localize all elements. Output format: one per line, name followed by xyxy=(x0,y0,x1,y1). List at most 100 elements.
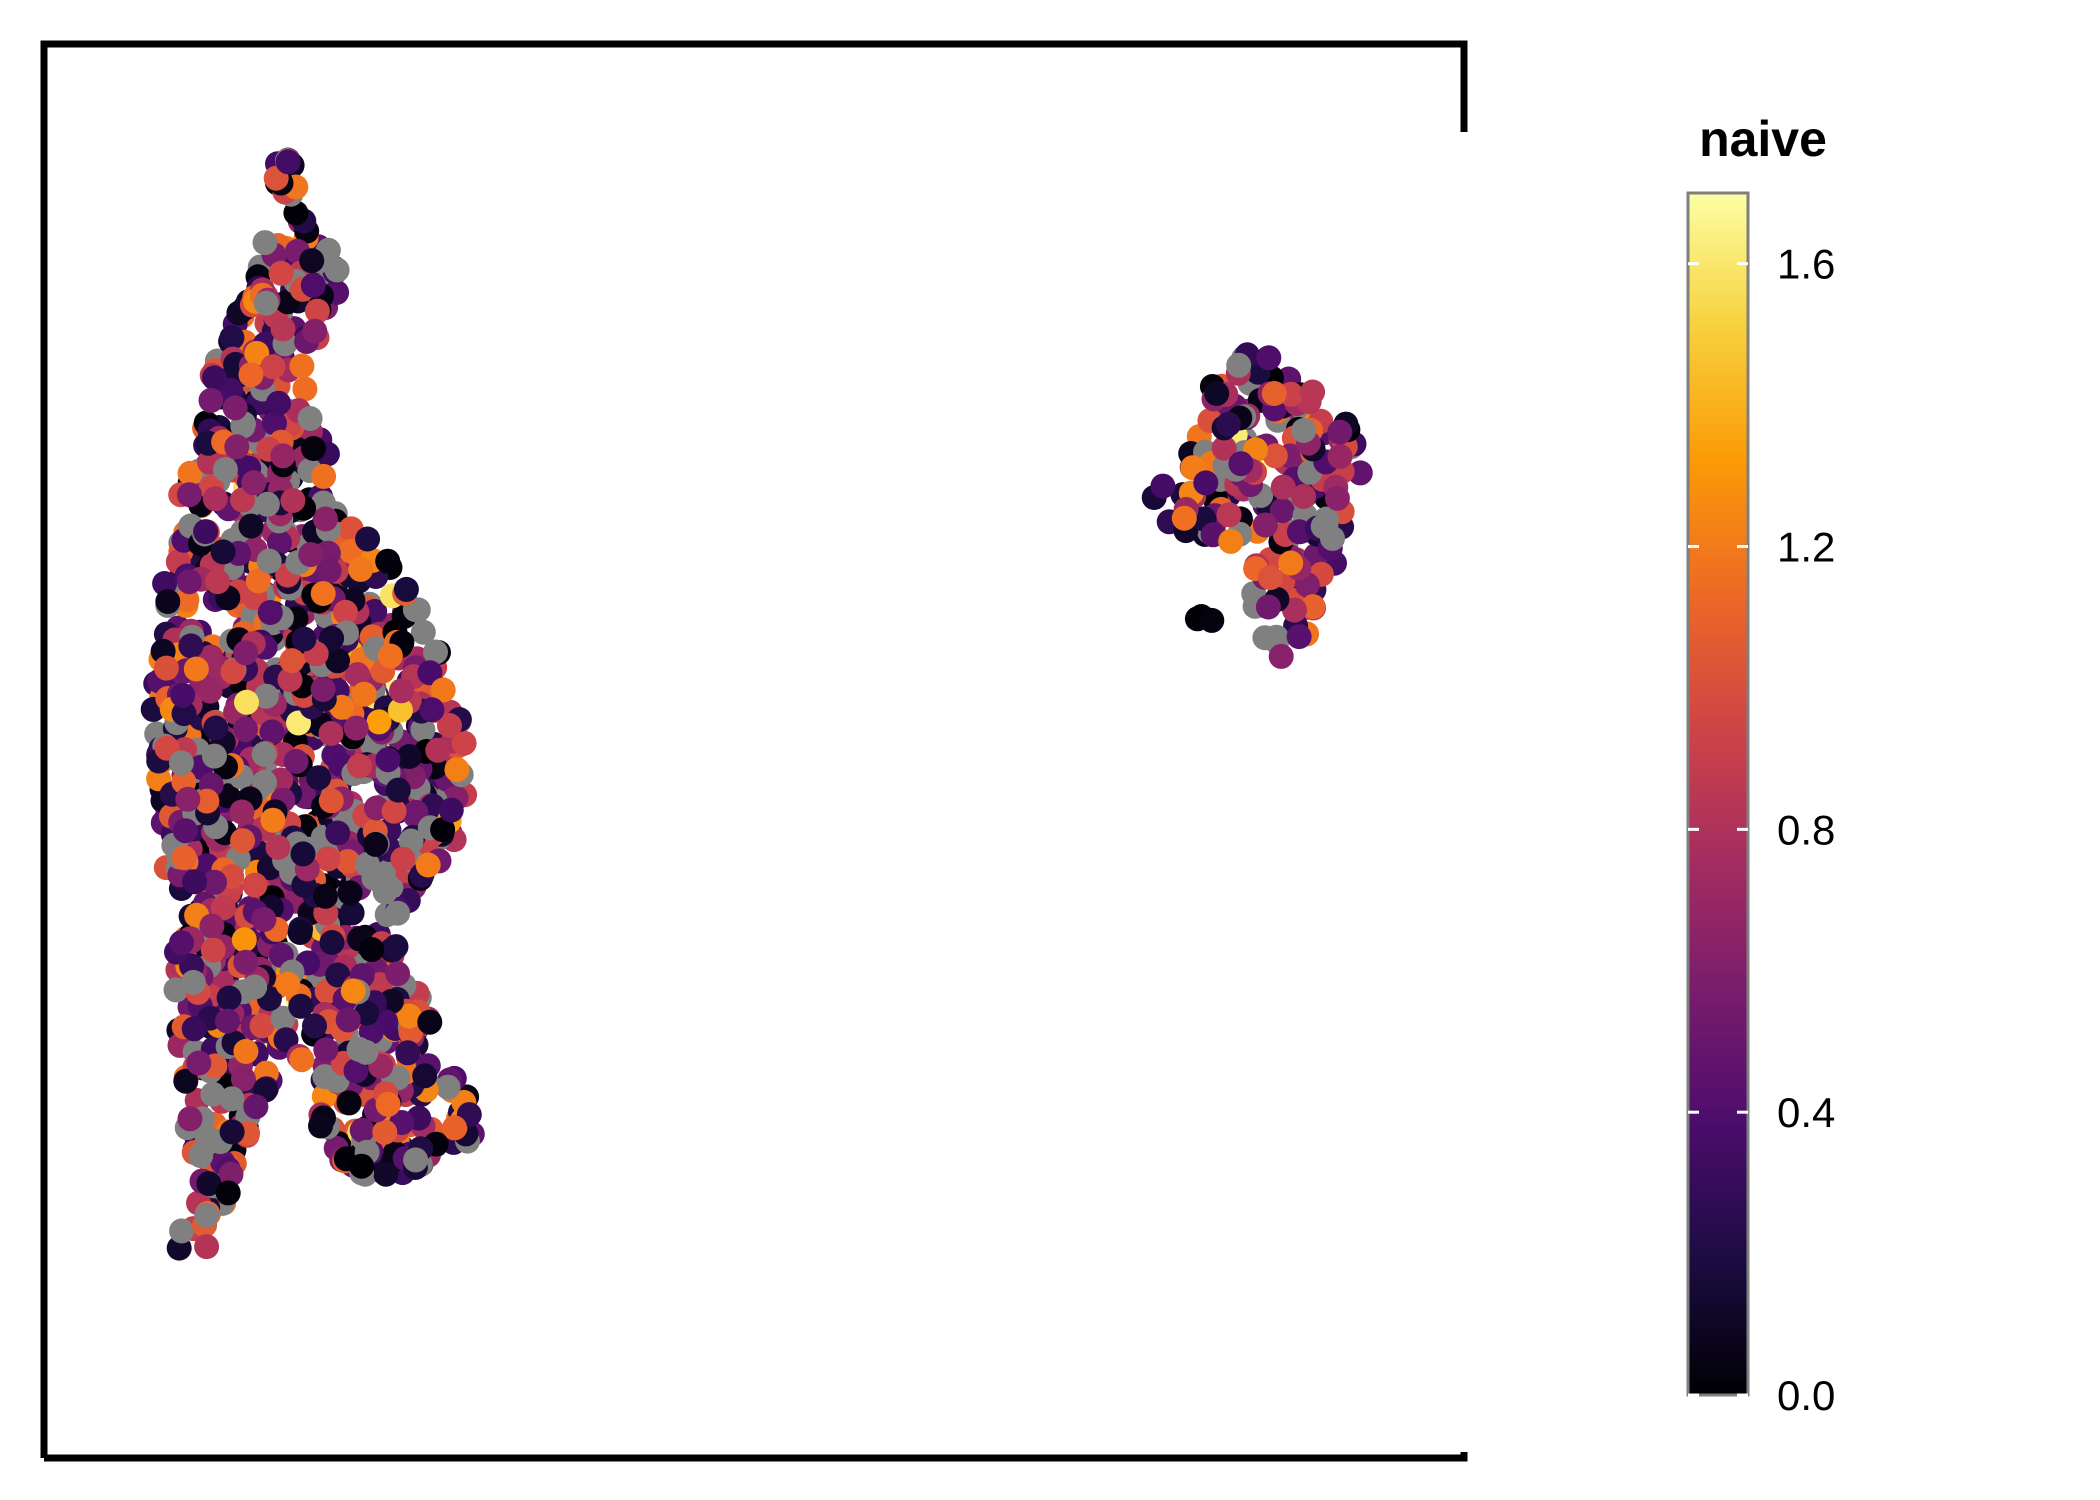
scatter-point xyxy=(297,406,323,431)
scatter-point xyxy=(238,362,264,388)
scatter-point xyxy=(194,788,220,814)
scatter-point xyxy=(410,619,436,645)
scatter-point xyxy=(372,1119,398,1145)
scatter-point xyxy=(385,900,411,926)
scatter-point xyxy=(310,676,336,702)
scatter-point xyxy=(283,200,309,226)
scatter-point xyxy=(437,713,462,738)
colorbar-ticks: 0.0 0.4 0.8 1.2 1.6 xyxy=(1688,241,1835,1419)
scatter-point xyxy=(1252,512,1278,538)
scatter-point xyxy=(389,678,414,704)
scatter-point xyxy=(289,353,315,379)
scatter-point xyxy=(1171,505,1197,531)
scatter-point xyxy=(270,316,296,342)
scatter-point xyxy=(177,1106,203,1132)
scatter-point xyxy=(198,387,224,413)
scatter-point xyxy=(252,769,277,795)
scatter-point xyxy=(277,667,303,693)
scatter-point xyxy=(316,558,342,584)
scatter-point xyxy=(177,460,203,486)
scatter-point xyxy=(270,443,296,469)
scatter-point xyxy=(373,1009,399,1035)
scatter-point xyxy=(288,993,314,1019)
scatter-point xyxy=(275,149,301,175)
scatter-point xyxy=(197,678,223,704)
scatter-point xyxy=(318,721,344,746)
scatter-point xyxy=(1324,485,1350,511)
scatter-point xyxy=(302,318,328,344)
scatter-point xyxy=(412,1063,438,1089)
scatter-point xyxy=(355,526,381,552)
scatter-point xyxy=(393,576,419,602)
scatter-point xyxy=(1327,419,1353,445)
scatter-point xyxy=(210,895,236,921)
scatter-point xyxy=(283,748,309,774)
scatter-point xyxy=(205,569,231,595)
scatter-point xyxy=(335,1007,361,1033)
scatter-point xyxy=(325,820,351,846)
scatter-point xyxy=(242,974,268,1000)
scatter-point xyxy=(349,1117,375,1143)
scatter-point xyxy=(1215,411,1241,437)
scatter-point xyxy=(319,930,345,955)
scatter-point xyxy=(224,434,250,460)
scatter-point xyxy=(202,486,228,512)
scatter-point xyxy=(169,930,194,956)
scatter-point xyxy=(1199,607,1225,633)
scatter-point xyxy=(233,1038,259,1064)
scatter-point xyxy=(251,741,277,767)
scatter-point xyxy=(336,1090,362,1116)
plot-panel xyxy=(40,40,1468,1462)
scatter-point xyxy=(153,655,179,681)
scatter-point xyxy=(396,744,422,769)
scatter-point xyxy=(451,730,477,756)
scatter-point xyxy=(173,1068,199,1094)
scatter-point xyxy=(201,365,227,391)
scatter-point xyxy=(176,482,202,508)
scatter-point xyxy=(287,920,313,945)
scatter-point xyxy=(353,1039,379,1065)
scatter-point xyxy=(219,1119,245,1145)
scatter-point xyxy=(430,817,456,843)
scatter-point xyxy=(444,757,470,783)
scatter-point xyxy=(299,248,325,274)
scatter-point xyxy=(268,260,294,286)
scatter-point xyxy=(243,1094,269,1120)
scatter-point xyxy=(438,797,464,823)
scatter-point xyxy=(430,677,456,703)
scatter-point xyxy=(351,681,377,707)
scatter-point xyxy=(396,1003,422,1029)
scatter-point xyxy=(306,765,332,791)
scatter-point xyxy=(298,542,324,568)
scatter-point xyxy=(349,1153,375,1179)
scatter-point xyxy=(375,548,401,574)
colorbar-tick-label: 0.0 xyxy=(1777,1372,1835,1419)
scatter-point xyxy=(1226,352,1252,378)
scatter-point xyxy=(256,548,282,574)
scatter-point xyxy=(249,1013,275,1039)
scatter-point xyxy=(417,1009,443,1035)
scatter-point xyxy=(403,1147,429,1173)
scatter-point xyxy=(178,633,204,659)
scatter-point xyxy=(241,470,267,496)
scatter-point xyxy=(215,1008,240,1034)
colorbar-tick-label: 0.4 xyxy=(1777,1089,1835,1136)
scatter-point xyxy=(210,539,236,565)
scatter-point xyxy=(343,715,369,741)
scatter-point xyxy=(171,701,197,727)
scatter-point xyxy=(233,716,258,742)
scatter-point xyxy=(266,390,291,416)
scatter-point xyxy=(181,1016,207,1042)
scatter-point xyxy=(252,230,278,256)
scatter-point xyxy=(290,841,316,867)
scatter-point xyxy=(302,1013,327,1039)
scatter-point xyxy=(1255,594,1281,620)
scatter-point xyxy=(318,788,344,814)
scatter-point xyxy=(273,1027,299,1053)
scatter-point xyxy=(265,834,291,860)
scatter-point xyxy=(1261,381,1287,406)
scatter-point xyxy=(292,376,318,402)
scatter-point xyxy=(375,747,401,773)
scatter-point xyxy=(220,659,246,685)
